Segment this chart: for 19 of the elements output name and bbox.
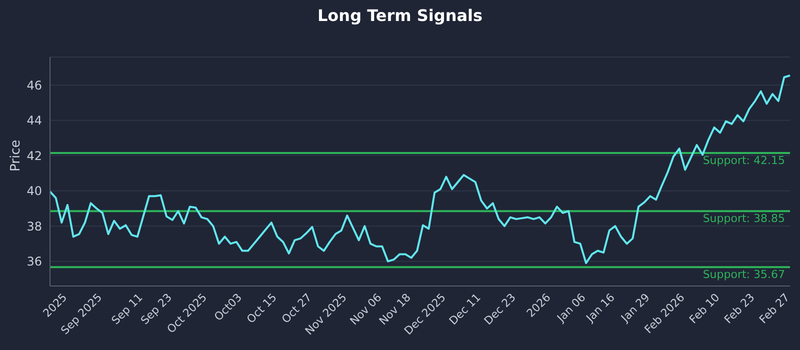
x-tick-label: Dec 11: [446, 290, 484, 328]
x-tick-label: Feb 27: [756, 290, 792, 326]
x-tick-label: Feb 23: [722, 290, 758, 326]
ref-line-label: Support: 42.15: [702, 154, 785, 168]
y-tick-label: 36: [26, 254, 42, 269]
x-tick-label: Dec 23: [482, 290, 518, 328]
ref-line-label: Support: 35.67: [702, 268, 785, 282]
y-tick-label: 44: [26, 114, 42, 128]
x-tick-label: Feb 10: [686, 290, 722, 326]
x-tick-label: Jan 16: [583, 290, 618, 326]
y-tick-label: 40: [26, 184, 42, 198]
y-tick-label: 46: [26, 78, 42, 92]
chart-title: Long Term Signals: [316, 6, 484, 25]
line-series: [49, 74, 791, 264]
y-axis-title: Price: [8, 140, 24, 172]
ref-line-label: Support: 38.85: [702, 212, 785, 226]
y-tick-label: 42: [26, 148, 42, 163]
y-tick-label: 38: [26, 219, 42, 234]
x-tick-label: Oct 15: [244, 290, 280, 326]
